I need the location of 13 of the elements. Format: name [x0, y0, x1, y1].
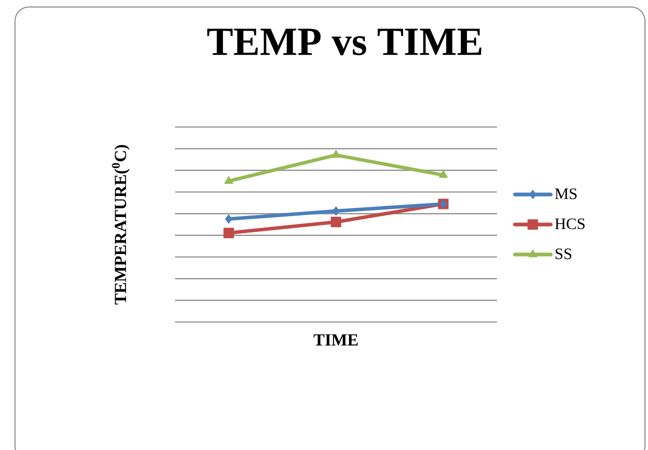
- point: [330, 216, 342, 228]
- y-axis-title: TEMPERATURE($^{0}$C): [112, 145, 130, 304]
- point: [332, 206, 340, 216]
- point: [223, 228, 234, 238]
- chart-title: TEMP vs TIME: [207, 28, 482, 56]
- point: [438, 170, 448, 178]
- legend-label: MS: [555, 188, 577, 200]
- legend-label: SS: [556, 248, 572, 260]
- point: [224, 176, 234, 184]
- legend-label: HCS: [555, 218, 585, 230]
- point: [225, 214, 232, 224]
- x-axis-title: TIME: [314, 334, 358, 346]
- point: [331, 150, 341, 158]
